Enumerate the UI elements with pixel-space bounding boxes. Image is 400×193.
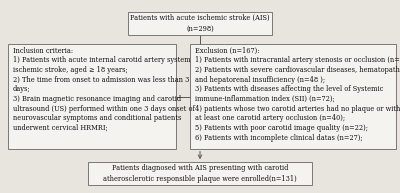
- Bar: [190, 44, 396, 149]
- Bar: [8, 44, 176, 149]
- Bar: [128, 12, 272, 35]
- Bar: [88, 162, 312, 185]
- Text: Exclusion (n=167):
1) Patients with intracranial artery stenosis or occlusion (n: Exclusion (n=167): 1) Patients with intr…: [195, 47, 400, 142]
- Text: Patients diagnosed with AIS presenting with carotid
atherosclerotic responsible : Patients diagnosed with AIS presenting w…: [103, 164, 297, 183]
- Text: Patients with acute ischemic stroke (AIS)
(n=298): Patients with acute ischemic stroke (AIS…: [130, 14, 270, 32]
- Text: Inclusion criteria:
1) Patients with acute internal carotid artery system
ischem: Inclusion criteria: 1) Patients with acu…: [13, 47, 195, 132]
